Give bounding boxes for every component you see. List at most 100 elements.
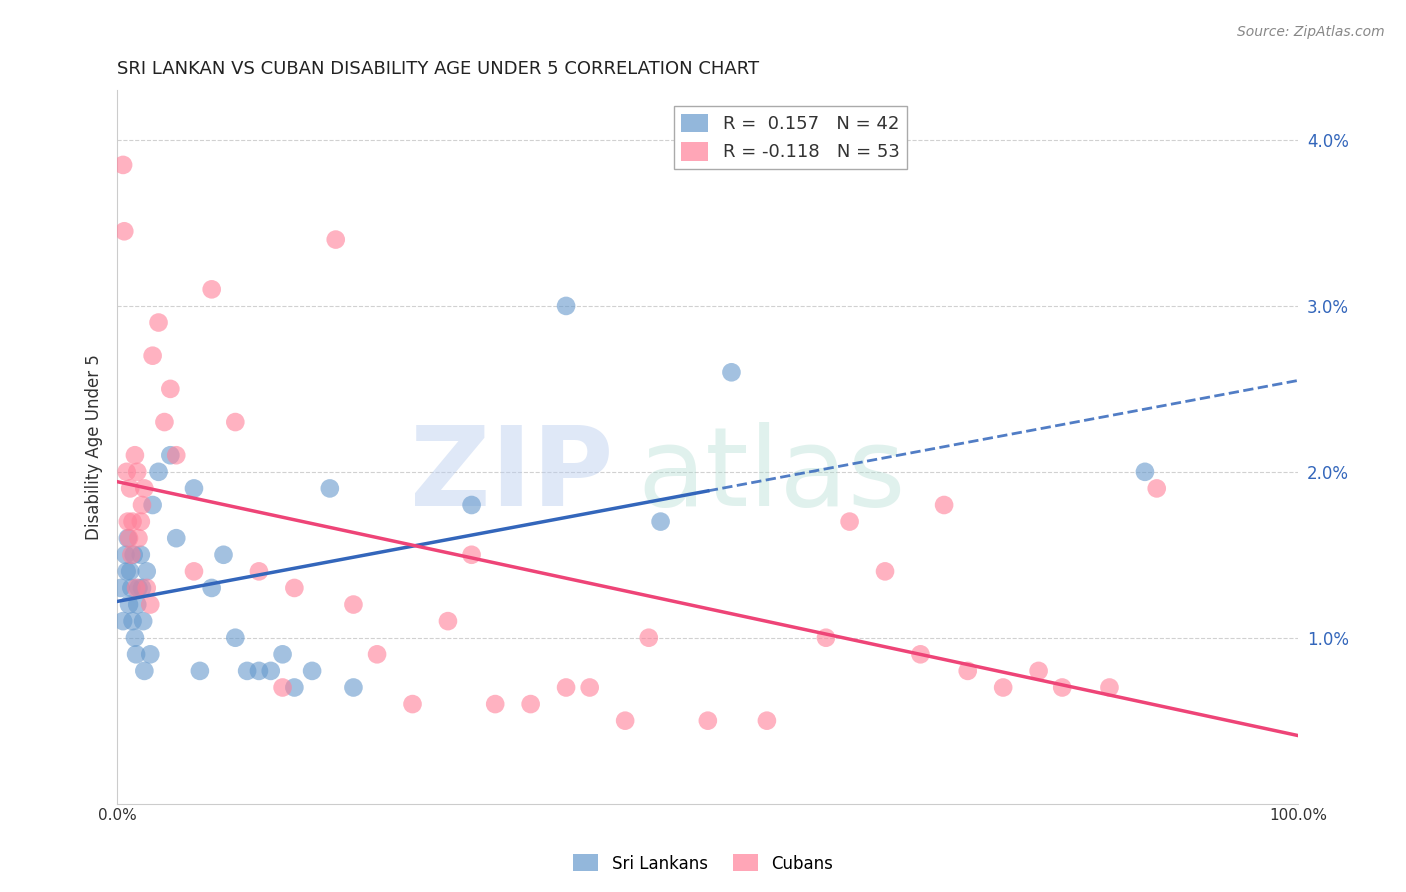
- Point: [650, 515, 672, 529]
- Point: [142, 498, 165, 512]
- Point: [271, 681, 294, 695]
- Point: [301, 664, 323, 678]
- Point: [117, 531, 139, 545]
- Point: [159, 448, 181, 462]
- Point: [910, 648, 932, 662]
- Point: [117, 515, 139, 529]
- Point: [460, 548, 482, 562]
- Point: [720, 365, 742, 379]
- Legend: Sri Lankans, Cubans: Sri Lankans, Cubans: [567, 847, 839, 880]
- Point: [1098, 681, 1121, 695]
- Point: [135, 565, 157, 579]
- Point: [271, 648, 294, 662]
- Point: [127, 531, 149, 545]
- Point: [247, 565, 270, 579]
- Point: [283, 681, 305, 695]
- Point: [120, 565, 142, 579]
- Point: [224, 631, 246, 645]
- Point: [956, 664, 979, 678]
- Point: [637, 631, 659, 645]
- Point: [127, 598, 149, 612]
- Point: [142, 349, 165, 363]
- Text: ZIP: ZIP: [411, 422, 613, 529]
- Point: [342, 598, 364, 612]
- Point: [236, 664, 259, 678]
- Point: [121, 515, 143, 529]
- Point: [127, 465, 149, 479]
- Point: [153, 415, 176, 429]
- Text: atlas: atlas: [637, 422, 905, 529]
- Point: [134, 664, 156, 678]
- Point: [1050, 681, 1073, 695]
- Point: [124, 448, 146, 462]
- Point: [519, 697, 541, 711]
- Point: [135, 581, 157, 595]
- Point: [122, 548, 145, 562]
- Point: [112, 224, 135, 238]
- Point: [342, 681, 364, 695]
- Point: [325, 233, 347, 247]
- Point: [148, 316, 170, 330]
- Point: [283, 581, 305, 595]
- Point: [131, 498, 153, 512]
- Point: [134, 482, 156, 496]
- Point: [401, 697, 423, 711]
- Point: [115, 465, 138, 479]
- Point: [484, 697, 506, 711]
- Point: [115, 565, 138, 579]
- Point: [578, 681, 600, 695]
- Point: [125, 581, 148, 595]
- Point: [129, 548, 152, 562]
- Point: [112, 614, 135, 628]
- Point: [121, 614, 143, 628]
- Point: [1133, 465, 1156, 479]
- Point: [932, 498, 955, 512]
- Point: [112, 158, 135, 172]
- Point: [114, 548, 136, 562]
- Point: [148, 465, 170, 479]
- Point: [129, 515, 152, 529]
- Point: [247, 664, 270, 678]
- Point: [132, 614, 155, 628]
- Point: [260, 664, 283, 678]
- Point: [110, 581, 132, 595]
- Point: [183, 565, 205, 579]
- Point: [838, 515, 860, 529]
- Point: [201, 581, 224, 595]
- Point: [555, 299, 578, 313]
- Point: [125, 648, 148, 662]
- Point: [118, 598, 141, 612]
- Point: [614, 714, 637, 728]
- Point: [224, 415, 246, 429]
- Point: [437, 614, 460, 628]
- Point: [319, 482, 342, 496]
- Point: [120, 581, 142, 595]
- Point: [124, 631, 146, 645]
- Point: [159, 382, 181, 396]
- Point: [201, 282, 224, 296]
- Point: [139, 598, 162, 612]
- Point: [183, 482, 205, 496]
- Text: Source: ZipAtlas.com: Source: ZipAtlas.com: [1237, 25, 1385, 39]
- Point: [991, 681, 1014, 695]
- Text: SRI LANKAN VS CUBAN DISABILITY AGE UNDER 5 CORRELATION CHART: SRI LANKAN VS CUBAN DISABILITY AGE UNDER…: [117, 60, 759, 78]
- Point: [118, 531, 141, 545]
- Point: [165, 448, 187, 462]
- Point: [120, 548, 142, 562]
- Point: [127, 581, 149, 595]
- Point: [460, 498, 482, 512]
- Point: [366, 648, 388, 662]
- Point: [1146, 482, 1168, 496]
- Point: [139, 648, 162, 662]
- Y-axis label: Disability Age Under 5: Disability Age Under 5: [86, 354, 103, 540]
- Point: [1028, 664, 1050, 678]
- Point: [696, 714, 718, 728]
- Point: [165, 531, 187, 545]
- Point: [873, 565, 896, 579]
- Point: [120, 482, 142, 496]
- Legend: R =  0.157   N = 42, R = -0.118   N = 53: R = 0.157 N = 42, R = -0.118 N = 53: [673, 106, 907, 169]
- Point: [188, 664, 211, 678]
- Point: [555, 681, 578, 695]
- Point: [131, 581, 153, 595]
- Point: [814, 631, 837, 645]
